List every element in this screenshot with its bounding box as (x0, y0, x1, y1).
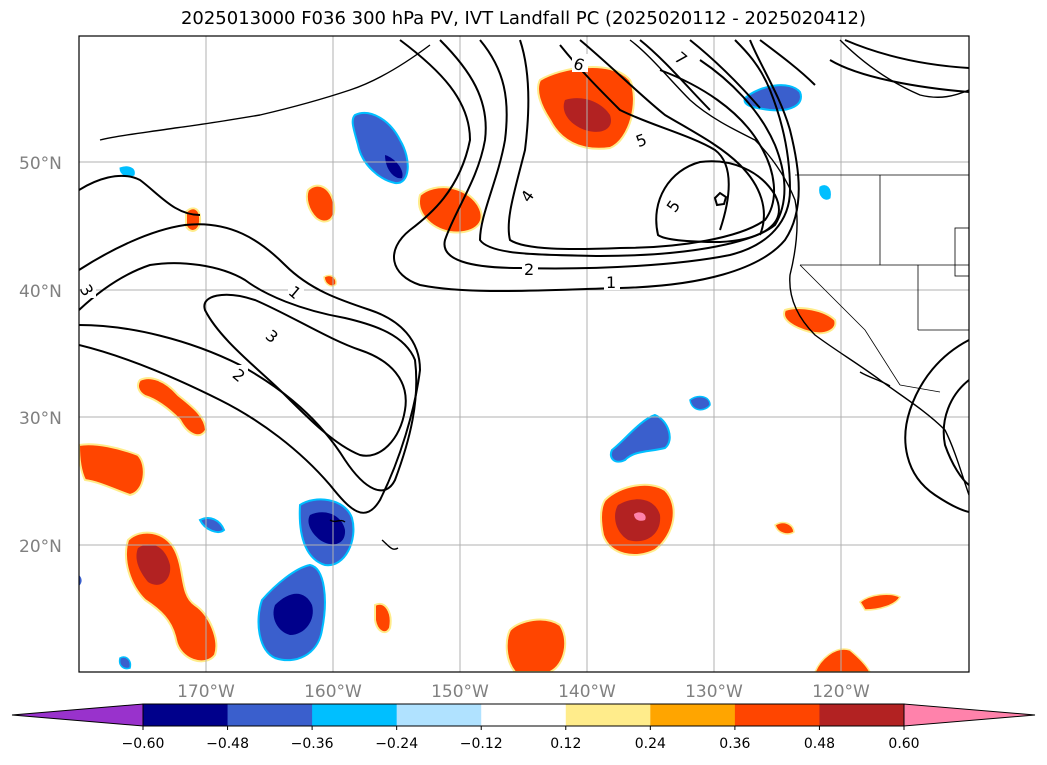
negative-anomaly (119, 166, 135, 177)
negative-anomaly (198, 517, 226, 533)
negative-anomaly-core (308, 512, 346, 545)
map-area: 1 2 4 5 5 6 7 1 2 3 3 (79, 36, 969, 672)
negative-anomaly (819, 185, 831, 200)
lat-label: 40°N (19, 282, 62, 302)
positive-anomaly (774, 521, 795, 535)
coastlines (99, 39, 969, 550)
colorbar-segment (481, 704, 567, 726)
colorbar-segment (143, 704, 229, 726)
colorbar-tick-label: −0.24 (375, 736, 418, 752)
negative-anomaly (118, 656, 132, 670)
colorbar-tick-label: −0.12 (460, 736, 503, 752)
positive-anomaly-core (615, 499, 661, 542)
pv-contours (79, 39, 969, 514)
colorbar-segment (650, 704, 736, 726)
colorbar-segment (565, 704, 651, 726)
colorbar-tick-label: −0.60 (122, 736, 165, 752)
negative-anomaly-core (385, 155, 403, 179)
positive-anomaly (79, 443, 145, 497)
negative-anomaly (689, 395, 711, 411)
contour-labels: 1 2 4 5 5 6 7 1 2 3 3 (79, 48, 691, 386)
colorbar-tick-label: 0.12 (550, 736, 581, 752)
contour-label: 2 (524, 260, 534, 279)
positive-anomaly (185, 207, 202, 232)
colorbar-segment (312, 704, 398, 726)
colorbar-segment (227, 704, 313, 726)
positive-anomaly (136, 377, 208, 437)
map-title: 2025013000 F036 300 hPa PV, IVT Landfall… (180, 8, 867, 29)
lon-label: 150°W (431, 682, 489, 702)
lat-label: 50°N (19, 154, 62, 174)
lat-label: 30°N (19, 409, 62, 429)
map-frame (78, 35, 970, 673)
colorbar-segment (396, 704, 482, 726)
colorbar-tick-label: 0.60 (888, 736, 919, 752)
colorbar-tick-label: 0.36 (719, 736, 750, 752)
colorbar-extend-min (11, 703, 144, 727)
contour-label: 1 (606, 273, 616, 292)
positive-anomaly (859, 593, 902, 611)
colorbar-tick-label: 0.48 (804, 736, 835, 752)
latitude-labels: 50°N 40°N 30°N 20°N (19, 154, 62, 557)
colorbar-tick-label: 0.24 (635, 736, 666, 752)
positive-anomaly (505, 618, 567, 672)
positive-anomaly (814, 648, 871, 672)
positive-anomaly (418, 186, 483, 234)
positive-anomaly (79, 575, 82, 586)
positive-anomaly (783, 307, 837, 335)
positive-anomaly (323, 274, 337, 287)
negative-anomaly (609, 413, 671, 463)
lon-label: 120°W (812, 682, 870, 702)
negative-anomaly-core (273, 593, 313, 635)
positive-anomaly (305, 184, 336, 223)
colorbar-tick-label: −0.48 (206, 736, 249, 752)
positive-anomaly-peak (634, 512, 646, 521)
pc-anomaly-fills (79, 66, 902, 672)
colorbar-segment (734, 704, 820, 726)
positive-anomaly (374, 602, 392, 634)
longitude-labels: 170°W 160°W 150°W 140°W 130°W 120°W (177, 682, 870, 702)
lon-label: 130°W (685, 682, 743, 702)
colorbar-segment (819, 704, 905, 726)
lon-label: 160°W (304, 682, 362, 702)
colorbar: −0.60 −0.48 −0.36 −0.24 −0.12 0.12 0.24 0.36 0.4… (11, 703, 1036, 752)
colorbar-extend-max (903, 703, 1036, 727)
lat-label: 20°N (19, 537, 62, 557)
colorbar-frame (142, 703, 905, 727)
state-borders (795, 174, 969, 393)
lon-label: 140°W (558, 682, 616, 702)
colorbar-tick-label: −0.36 (291, 736, 334, 752)
positive-anomaly-core (136, 544, 171, 585)
lon-label: 170°W (177, 682, 235, 702)
gridlines (79, 36, 969, 672)
